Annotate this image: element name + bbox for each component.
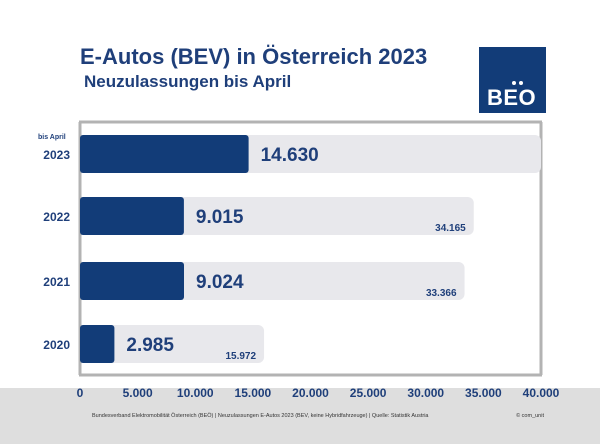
category-label: 2021: [43, 275, 70, 289]
value-label: 9.015: [196, 207, 244, 228]
category-label: 2022: [43, 210, 70, 224]
x-tick-label: 0: [77, 386, 84, 400]
value-bar: [80, 262, 185, 300]
track-bar: [80, 325, 265, 363]
x-tick-label: 30.000: [407, 386, 444, 400]
footer-credit: © com_unit: [516, 413, 544, 419]
total-label: 33.366: [426, 288, 457, 299]
x-tick-label: 35.000: [465, 386, 502, 400]
total-label: 15.972: [225, 351, 256, 362]
value-label: 2.985: [126, 335, 174, 356]
value-bar: [80, 325, 115, 363]
value-label: 9.024: [196, 272, 244, 293]
category-label: 2023: [43, 148, 70, 162]
x-tick-label: 40.000: [523, 386, 560, 400]
chart-title: E-Autos (BEV) in Österreich 2023: [80, 44, 428, 69]
beo-logo: BEO: [479, 47, 546, 113]
x-tick-label: 10.000: [177, 386, 214, 400]
x-tick-label: 5.000: [123, 386, 153, 400]
x-tick-label: 20.000: [292, 386, 329, 400]
value-label: 14.630: [261, 145, 319, 166]
value-bar: [80, 197, 184, 235]
chart-subtitle: Neuzulassungen bis April: [84, 72, 292, 91]
value-bar: [80, 135, 249, 173]
category-label: 2020: [43, 338, 70, 352]
x-tick-label: 15.000: [235, 386, 272, 400]
logo-dots-icon: [512, 72, 526, 90]
category-note: bis April: [38, 134, 66, 141]
total-label: 34.165: [435, 223, 466, 234]
x-tick-label: 25.000: [350, 386, 387, 400]
logo-text: BEO: [487, 85, 537, 110]
footer-source: Bundesverband Elektromobilität Österreic…: [92, 413, 429, 419]
footer-band: [0, 388, 600, 444]
